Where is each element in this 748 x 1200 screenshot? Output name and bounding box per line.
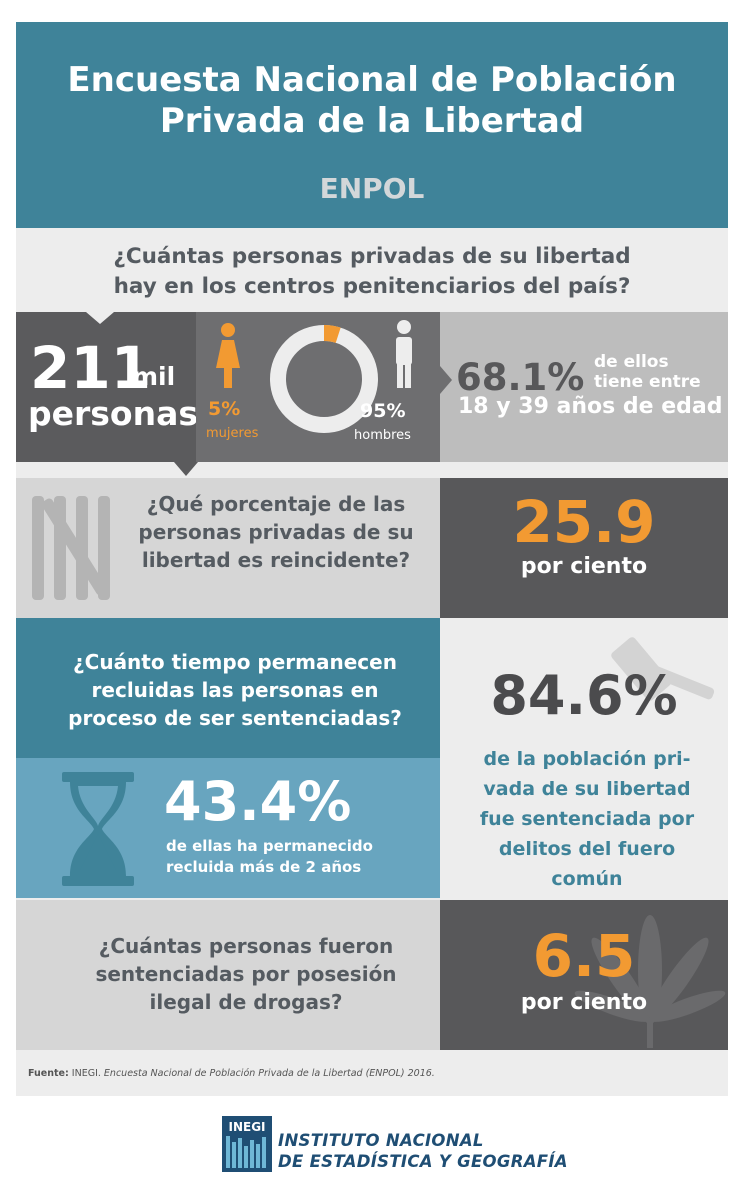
gavel-icon (611, 637, 715, 701)
question-line: ¿Cuántas personas fueron (98, 934, 394, 958)
detention-value: 43.4% (164, 770, 352, 833)
detention-description-line: de ellas ha permanecido (166, 837, 373, 855)
question-line: hay en los centros penitenciarios del pa… (113, 274, 631, 299)
question-line: personas privadas de su (138, 520, 414, 544)
recidivism-value: 25.9 (512, 488, 656, 556)
age-text-line: tiene entre (594, 372, 701, 392)
drugs-question-panel (16, 900, 440, 1050)
drugs-value-panel (440, 900, 728, 1050)
question-recidivism: ¿Qué porcentaje de las personas privadas… (116, 490, 436, 574)
question-population: ¿Cuántas personas privadas de su liberta… (16, 242, 728, 302)
age-range: 18 y 39 años de edad (458, 394, 723, 419)
sentenced-value: 84.6% (490, 664, 678, 727)
source-label: Fuente: (28, 1068, 69, 1079)
sentenced-description-line: fue sentenciada por (479, 808, 695, 830)
cannabis-leaf-icon (574, 915, 726, 1048)
question-line: libertad es reincidente? (141, 548, 411, 572)
women-percent: 5% (208, 398, 241, 420)
institution-name: INSTITUTO NACIONAL DE ESTADÍSTICA Y GEOG… (278, 1130, 568, 1172)
panel-arrow (440, 366, 452, 394)
age-text-line: de ellos (594, 352, 669, 372)
age-percent: 68.1% (456, 356, 585, 399)
man-icon (396, 320, 412, 388)
sentenced-description-line: delitos del fuero (498, 838, 676, 860)
sentenced-panel (440, 618, 728, 898)
logo-text: INEGI (228, 1120, 265, 1134)
question-line: ¿Cuántas personas privadas de su liberta… (113, 244, 631, 269)
question-detention: ¿Cuánto tiempo permanecen recluidas las … (30, 648, 440, 732)
panel-tail (174, 462, 198, 476)
total-unit: mil (132, 362, 176, 391)
men-label: hombres (354, 428, 411, 443)
woman-icon (216, 323, 240, 388)
sentenced-description-line: común (551, 868, 623, 890)
women-label: mujeres (206, 426, 259, 441)
question-line: proceso de ser sentenciadas? (68, 706, 402, 730)
question-line: ¿Cuánto tiempo permanecen (73, 650, 397, 674)
question-line: ¿Qué porcentaje de las (146, 492, 406, 516)
question-line: sentenciadas por posesión (95, 962, 397, 986)
sentenced-description-line: de la población pri- (483, 748, 691, 770)
source-title: Encuesta Nacional de Población Privada d… (103, 1068, 435, 1079)
title-line-1: Encuesta Nacional de Población (67, 60, 677, 100)
header-banner (16, 22, 728, 228)
total-panel (16, 312, 196, 462)
total-label: personas (28, 394, 198, 433)
source-note: Fuente: INEGI. Encuesta Nacional de Pobl… (28, 1068, 435, 1079)
drugs-unit: por ciento (520, 990, 648, 1015)
panel-notch (86, 312, 114, 324)
question-drugs: ¿Cuántas personas fueron sentenciadas po… (56, 932, 436, 1016)
source-org: INEGI. (68, 1068, 104, 1079)
donut-women-segment (270, 325, 378, 433)
inegi-logo: INEGI (222, 1116, 272, 1172)
age-panel (440, 312, 728, 462)
detention-description-line: recluida más de 2 años (166, 858, 362, 876)
recidivism-value-panel (440, 478, 728, 618)
question-line: ilegal de drogas? (149, 990, 343, 1014)
gender-graphics (216, 320, 412, 433)
detention-description: de ellas ha permanecido recluida más de … (166, 836, 430, 878)
recidivism-unit: por ciento (520, 554, 648, 579)
detention-question-panel (16, 618, 440, 758)
infographic-card: Encuesta Nacional de Población Privada d… (16, 22, 728, 1096)
tally-marks-icon (32, 496, 110, 600)
question-line: recluidas las personas en (91, 678, 379, 702)
institution-line: INSTITUTO NACIONAL (278, 1131, 484, 1150)
sentenced-description-line: vada de su libertad (483, 778, 691, 800)
total-number: 211 (30, 334, 152, 402)
donut-track (270, 325, 378, 433)
hourglass-icon (62, 772, 134, 886)
men-percent: 95% (360, 400, 406, 422)
page-title: Encuesta Nacional de Población Privada d… (16, 60, 728, 142)
title-line-2: Privada de la Libertad (159, 101, 585, 141)
age-text: de ellos tiene entre (594, 352, 701, 392)
institution-line: DE ESTADÍSTICA Y GEOGRAFÍA (278, 1152, 568, 1171)
drugs-value: 6.5 (532, 922, 636, 990)
page-subtitle: ENPOL (319, 172, 425, 205)
sentenced-description: de la población pri- vada de su libertad… (456, 744, 718, 894)
